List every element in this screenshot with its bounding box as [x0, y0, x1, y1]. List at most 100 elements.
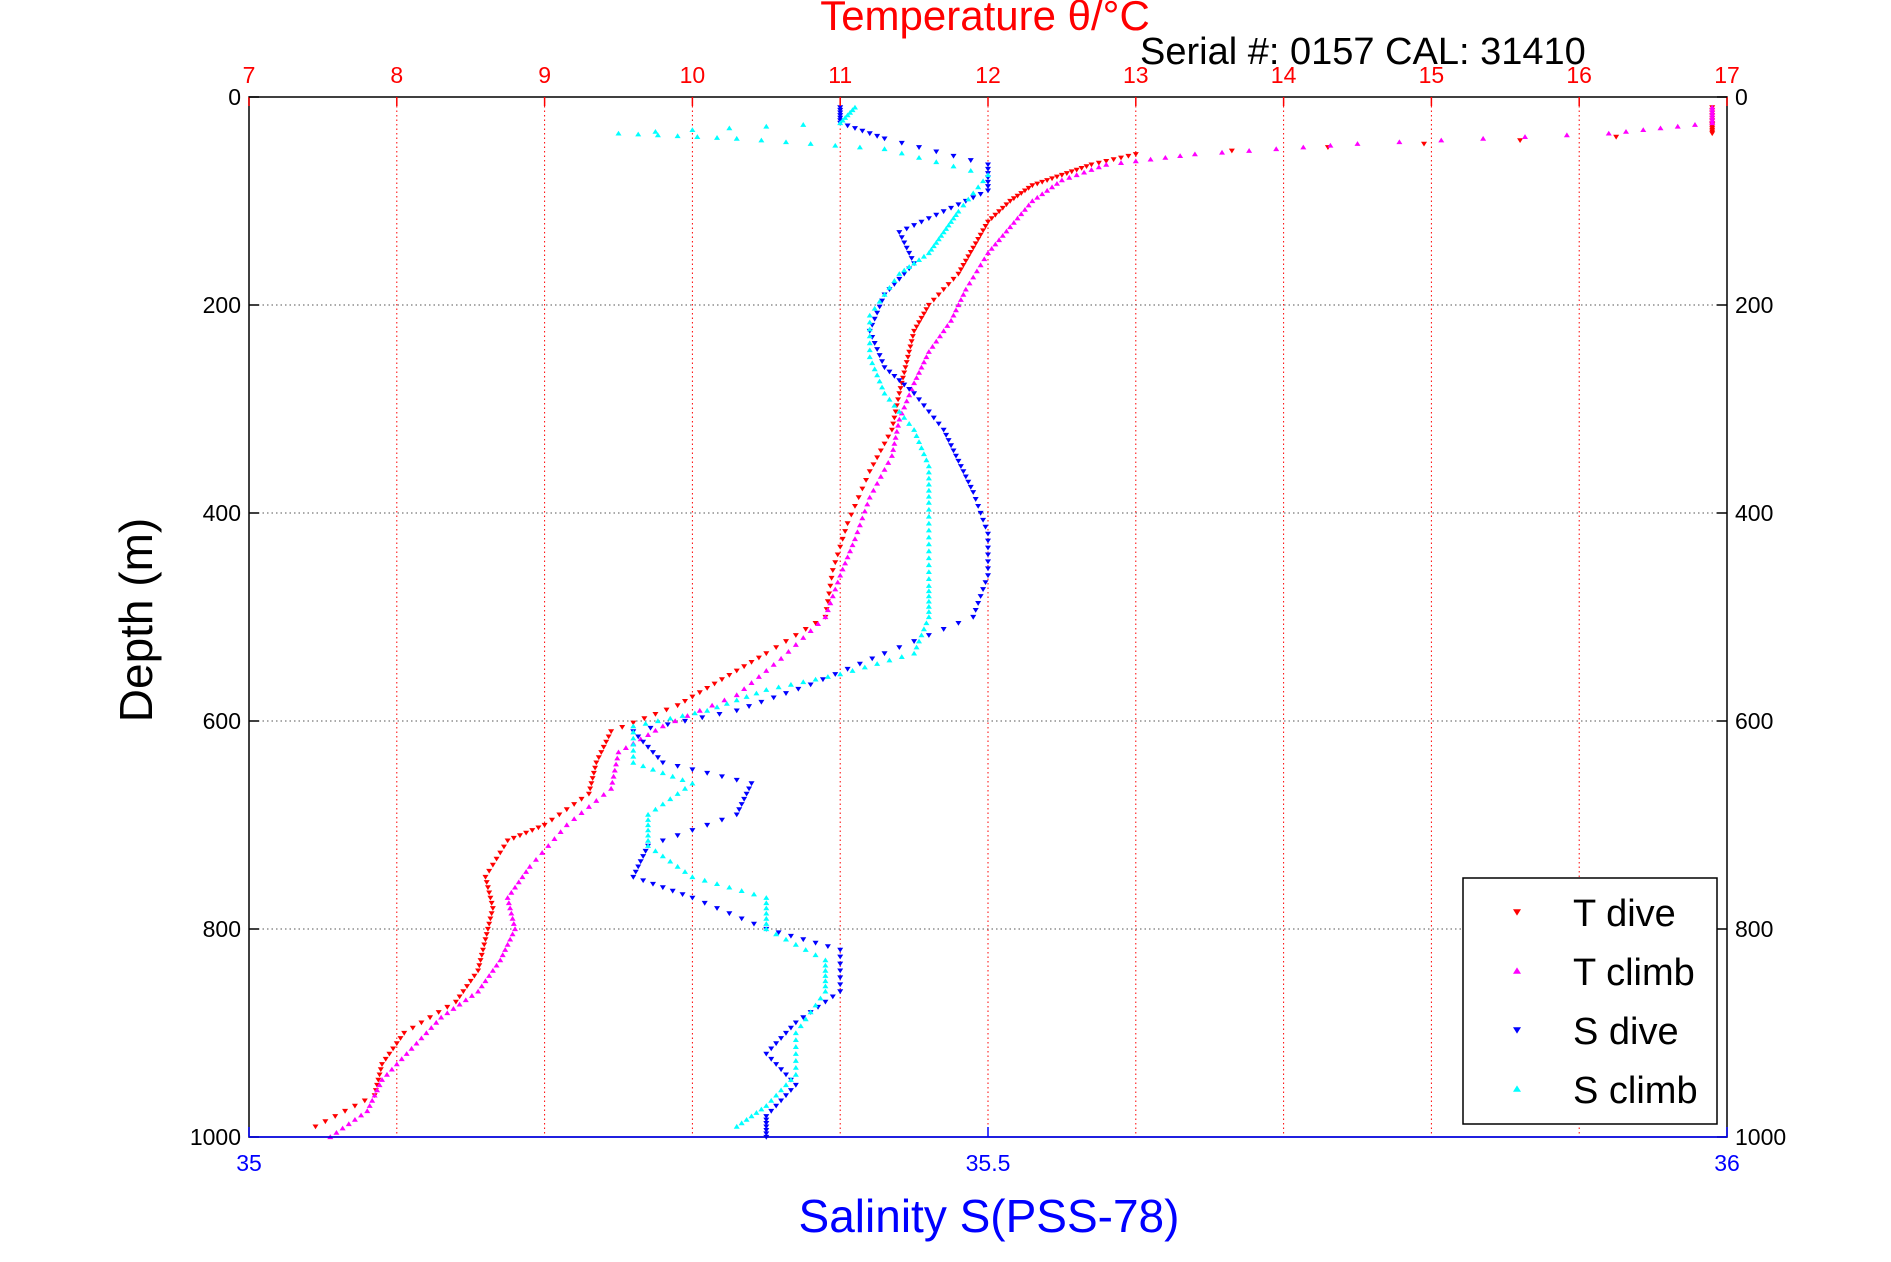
- data-point: [393, 1061, 400, 1067]
- data-point: [824, 599, 831, 605]
- data-point: [1058, 177, 1065, 183]
- data-point: [935, 421, 942, 427]
- data-point: [960, 291, 967, 297]
- data-point: [505, 900, 512, 906]
- data-point: [861, 664, 868, 670]
- data-point: [509, 915, 516, 921]
- data-point: [493, 962, 500, 968]
- data-point: [837, 107, 844, 113]
- data-point: [906, 386, 913, 392]
- data-point: [985, 172, 991, 178]
- data-point: [659, 760, 666, 766]
- data-point: [1132, 158, 1139, 164]
- data-point: [925, 527, 932, 533]
- data-point: [532, 856, 539, 862]
- data-point: [812, 676, 819, 682]
- data-point: [891, 373, 898, 379]
- data-point: [768, 1108, 775, 1114]
- data-point: [856, 522, 863, 528]
- data-point: [925, 409, 932, 415]
- data-point: [906, 392, 913, 398]
- tick-label-right: 400: [1735, 500, 1773, 526]
- data-point: [881, 441, 888, 447]
- data-point: [1095, 164, 1102, 170]
- data-point: [733, 668, 740, 674]
- data-point: [452, 999, 459, 1005]
- data-point: [925, 520, 932, 526]
- data-point: [933, 159, 940, 165]
- data-point: [920, 403, 927, 409]
- data-point: [787, 1088, 794, 1093]
- data-point: [925, 593, 932, 599]
- data-point: [975, 237, 982, 242]
- data-point: [874, 480, 881, 486]
- data-point: [403, 1051, 410, 1056]
- data-point: [1053, 174, 1060, 180]
- data-point: [1021, 206, 1028, 212]
- data-point: [982, 524, 989, 530]
- data-point: [630, 753, 637, 759]
- data-point: [563, 807, 570, 813]
- data-point: [763, 1131, 770, 1137]
- data-point: [800, 1015, 807, 1021]
- data-point: [709, 702, 716, 708]
- data-point: [1118, 155, 1125, 161]
- data-point: [755, 674, 762, 679]
- data-point: [333, 1129, 340, 1135]
- data-point: [844, 123, 851, 129]
- data-point: [460, 989, 467, 995]
- data-point: [1110, 157, 1117, 163]
- data-point: [541, 822, 548, 828]
- data-point: [649, 766, 656, 772]
- data-point: [837, 975, 844, 981]
- data-point: [916, 397, 923, 403]
- data-point: [812, 1002, 819, 1008]
- data-point: [930, 297, 937, 303]
- tick-label-left: 200: [203, 292, 241, 318]
- data-point: [721, 697, 728, 703]
- data-point: [645, 837, 652, 843]
- data-point: [654, 132, 661, 138]
- data-point: [977, 510, 984, 516]
- data-point: [603, 739, 610, 745]
- data-point: [812, 940, 819, 946]
- data-point: [497, 957, 504, 963]
- data-point: [694, 134, 701, 139]
- data-point: [763, 915, 770, 921]
- data-point: [923, 354, 930, 360]
- data-point: [1029, 183, 1036, 189]
- data-point: [909, 334, 916, 339]
- data-point: [918, 315, 925, 321]
- data-point: [468, 993, 475, 998]
- data-point: [866, 340, 873, 346]
- data-point: [714, 881, 721, 887]
- data-point: [1014, 193, 1021, 199]
- data-point: [551, 836, 558, 841]
- data-point: [948, 317, 955, 323]
- data-point: [925, 576, 932, 581]
- data-point: [970, 274, 977, 280]
- data-point: [379, 1062, 386, 1067]
- data-point: [487, 916, 494, 922]
- data-point: [768, 1056, 775, 1062]
- data-point: [1709, 115, 1716, 120]
- data-point: [829, 593, 836, 599]
- data-point: [689, 127, 696, 133]
- data-point: [523, 830, 530, 836]
- data-point: [587, 786, 594, 792]
- data-point: [669, 773, 676, 779]
- tick-label-top: 7: [243, 62, 256, 88]
- data-point: [822, 957, 829, 963]
- data-point: [659, 723, 666, 729]
- data-point: [502, 947, 509, 952]
- data-point: [906, 349, 913, 355]
- data-point: [489, 862, 496, 868]
- data-point: [723, 700, 730, 706]
- data-point: [667, 858, 674, 864]
- data-point: [652, 128, 659, 134]
- data-point: [903, 226, 910, 232]
- data-point: [800, 122, 807, 127]
- data-point: [753, 690, 760, 696]
- data-point: [714, 704, 721, 710]
- data-point: [925, 463, 932, 469]
